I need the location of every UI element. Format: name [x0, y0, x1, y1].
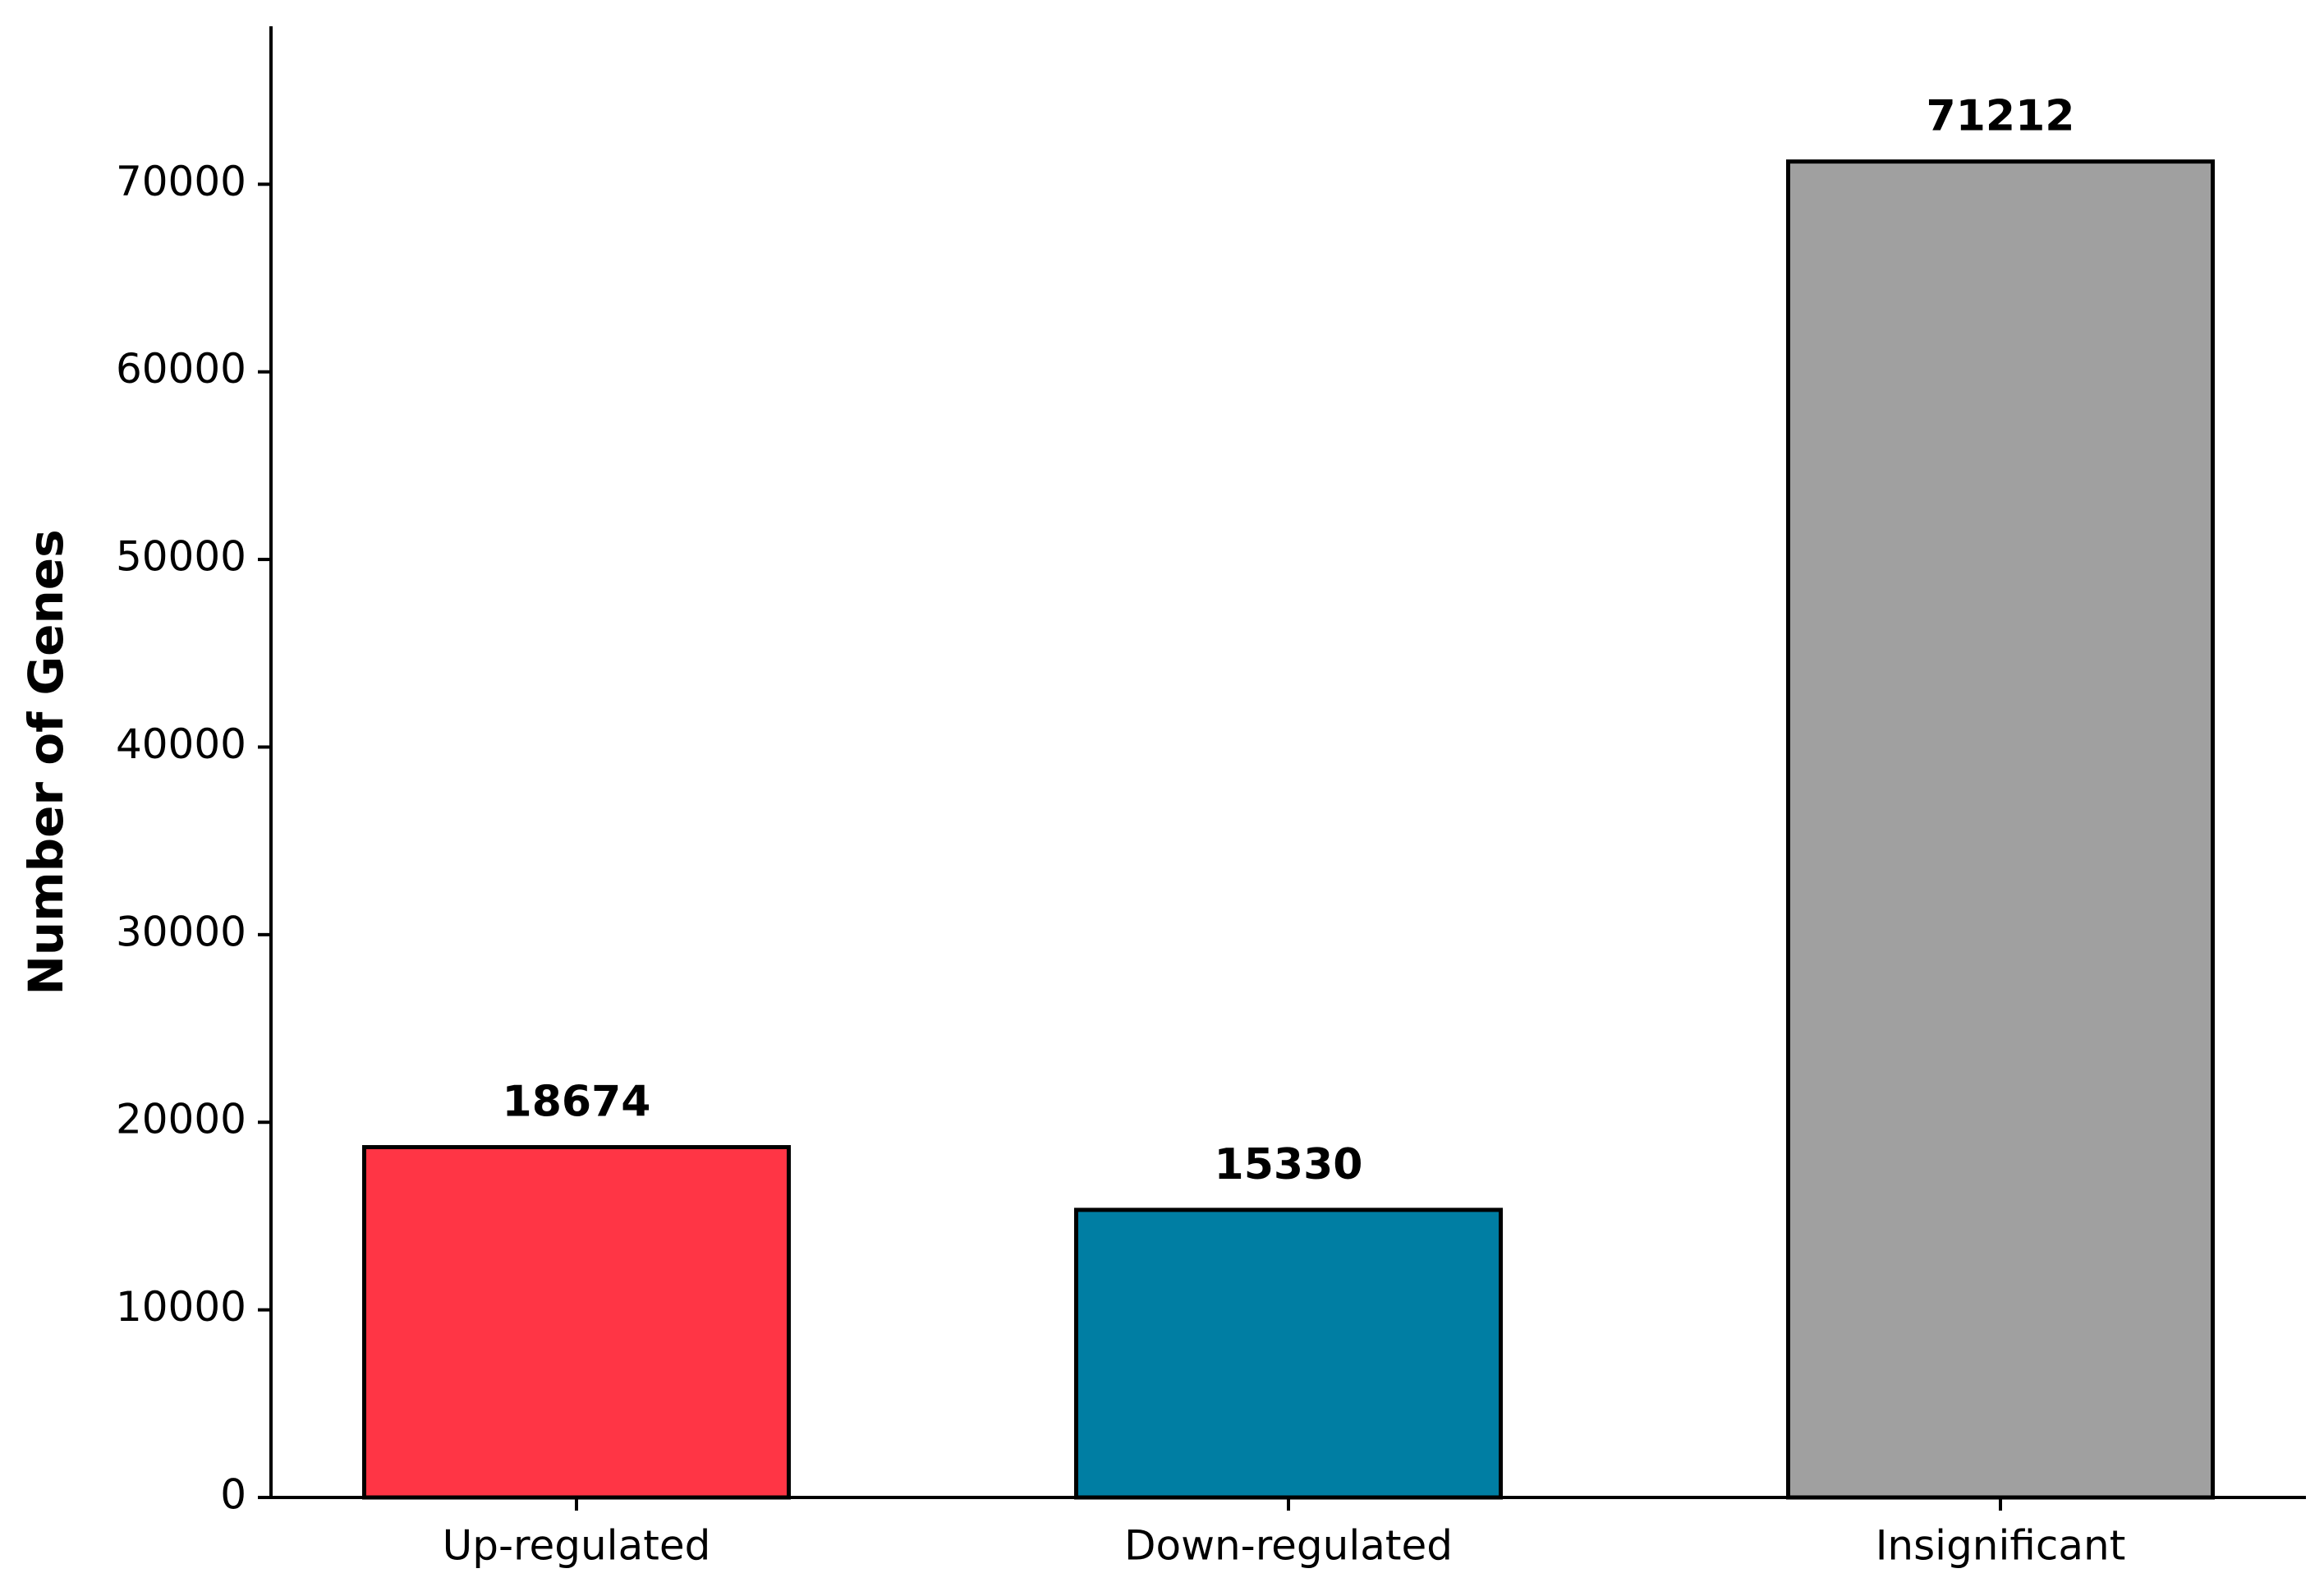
y-tick-label: 0: [220, 1471, 246, 1519]
bar: [1786, 159, 2215, 1500]
value-label: 15330: [1215, 1140, 1363, 1189]
value-label: 71212: [1927, 92, 2075, 141]
y-tick-label: 30000: [116, 908, 246, 955]
value-label: 18674: [503, 1078, 651, 1127]
y-axis-label: Number of Genes: [18, 529, 74, 995]
x-tick-label: Down-regulated: [1124, 1522, 1453, 1570]
x-tick-label: Up-regulated: [443, 1522, 711, 1570]
y-tick-label: 60000: [116, 345, 246, 393]
bar: [362, 1145, 791, 1500]
y-tick-label: 40000: [116, 720, 246, 768]
bar: [1074, 1208, 1503, 1500]
y-tick-label: 10000: [116, 1283, 246, 1331]
y-tick-label: 50000: [116, 533, 246, 581]
y-tick-label: 70000: [116, 158, 246, 205]
y-tick-label: 20000: [116, 1096, 246, 1143]
x-tick-label: Insignificant: [1876, 1522, 2126, 1570]
